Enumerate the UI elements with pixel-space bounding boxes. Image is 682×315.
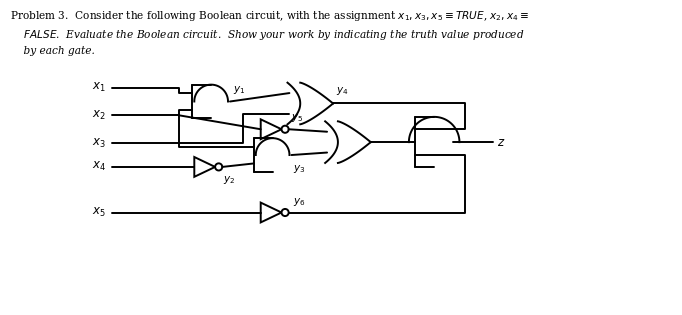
Text: $y_5$: $y_5$ — [291, 112, 303, 124]
Text: $z$: $z$ — [496, 136, 505, 149]
Text: $x_2$: $x_2$ — [92, 109, 106, 122]
Text: $x_1$: $x_1$ — [92, 81, 106, 94]
Text: by each gate.: by each gate. — [10, 46, 95, 56]
Text: $x_3$: $x_3$ — [92, 137, 106, 150]
Text: $y_2$: $y_2$ — [223, 174, 235, 186]
Text: $y_4$: $y_4$ — [336, 84, 349, 96]
Text: $y_6$: $y_6$ — [293, 196, 305, 208]
Text: $\mathit{FALSE}$.  Evaluate the Boolean circuit.  Show your work by indicating t: $\mathit{FALSE}$. Evaluate the Boolean c… — [10, 28, 524, 42]
Text: Problem 3.  Consider the following Boolean circuit, with the assignment $x_1, x_: Problem 3. Consider the following Boolea… — [10, 9, 529, 23]
Text: $y_3$: $y_3$ — [293, 163, 306, 175]
Text: $x_4$: $x_4$ — [92, 160, 106, 174]
Text: $y_1$: $y_1$ — [233, 83, 246, 95]
Text: $x_5$: $x_5$ — [92, 206, 106, 219]
